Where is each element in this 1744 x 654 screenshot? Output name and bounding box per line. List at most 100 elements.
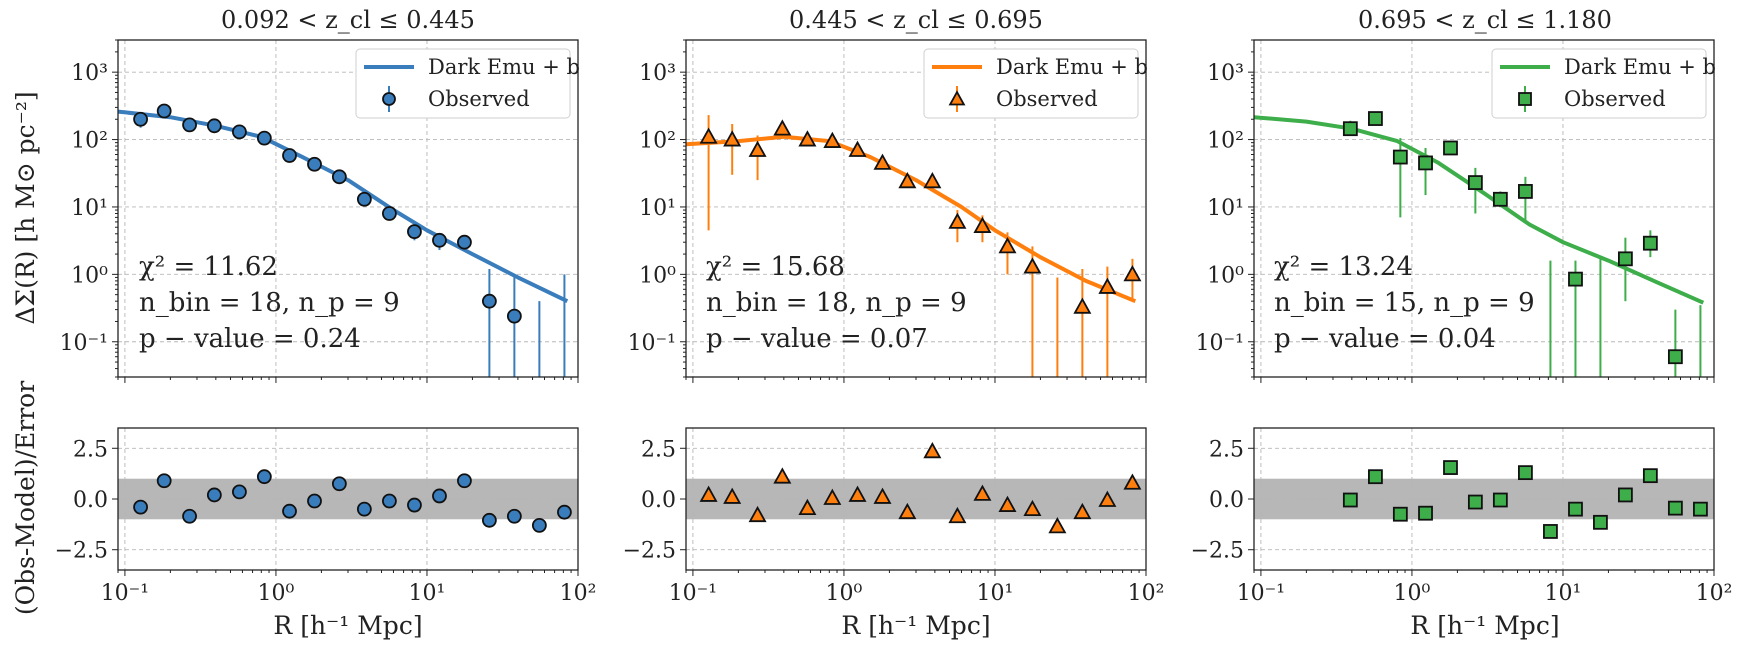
data-point [848, 140, 867, 157]
panel-1-pvalue: p − value = 0.24 [139, 324, 361, 354]
y-tick-label: 10² [1207, 129, 1244, 154]
data-point [823, 131, 842, 148]
y-tick-label: 10¹ [639, 196, 676, 221]
y-tick-label: −2.5 [55, 539, 108, 564]
data-point [798, 130, 817, 147]
y-tick-label: 10² [639, 129, 676, 154]
legend-marker [948, 90, 966, 106]
residual-point [382, 493, 397, 509]
panel-2: 0.445 < z_cl ≤ 0.695 10⁻¹ 10⁰ 10¹ 10² 10³ 10… [623, 6, 1165, 640]
data-point [356, 191, 372, 207]
residual-point [898, 502, 917, 520]
panel-1-xlabel: R [h⁻¹ Mpc] [273, 611, 422, 640]
data-point [1443, 140, 1458, 156]
data-point [1123, 265, 1142, 282]
x-tick-label: 10⁻¹ [1237, 581, 1285, 606]
residual-point [432, 488, 447, 504]
data-point [1098, 277, 1117, 294]
legend-model-label-3: Dark Emu + b [1564, 55, 1716, 79]
data-point [923, 172, 942, 189]
data-point [206, 118, 222, 134]
data-point [1667, 349, 1683, 365]
residual-point [557, 504, 572, 520]
data-point [948, 212, 967, 229]
residual-axes-frame [685, 427, 1147, 571]
y-tick-label: 2.5 [641, 437, 676, 462]
residual-point [407, 497, 422, 513]
residual-point [1073, 502, 1092, 520]
legend-model-label-2: Dark Emu + b [996, 55, 1148, 79]
panel-2-nbin: n_bin = 18, n_p = 9 [706, 288, 967, 318]
panel-2-chi2: χ² = 15.68 [706, 252, 845, 282]
y-tick-label: 10¹ [1207, 196, 1244, 221]
y-tick-label: 10⁰ [639, 263, 676, 288]
residual-point [531, 517, 547, 533]
y-tick-label: 0.0 [641, 488, 676, 513]
top-axes-frame [117, 39, 579, 378]
data-point [1342, 121, 1358, 137]
y-tick-label: 10³ [1207, 61, 1244, 86]
residual-point [232, 484, 247, 500]
residual-point [1667, 500, 1683, 516]
panel-3-chi2: χ² = 13.24 [1274, 252, 1413, 282]
legend-model-label-1: Dark Emu + b [428, 55, 580, 79]
x-tick-label: 10⁻¹ [669, 581, 717, 606]
y-tick-label: −2.5 [1191, 539, 1244, 564]
data-point [998, 237, 1017, 254]
y-tick-label: 10⁻¹ [1196, 331, 1244, 356]
residual-point [331, 476, 347, 492]
x-tick-label: 10⁰ [1394, 581, 1431, 606]
residual-point [1098, 490, 1117, 507]
x-tick-label: 10¹ [409, 581, 446, 606]
model-curve [685, 134, 1137, 304]
y-tick-label: −2.5 [623, 539, 676, 564]
panel-1-chi2: χ² = 11.62 [139, 252, 278, 282]
y-tick-label: 10⁰ [71, 263, 108, 288]
x-tick-label: 10⁻¹ [101, 581, 149, 606]
residual-point [133, 499, 148, 515]
panel-1-nbin: n_bin = 18, n_p = 9 [139, 288, 400, 318]
legend-observed-label-2: Observed [996, 87, 1098, 111]
x-tick-label: 10⁰ [826, 581, 863, 606]
data-point [1392, 149, 1408, 165]
residual-point [1492, 492, 1508, 508]
residual-point [873, 487, 892, 504]
data-point [873, 153, 892, 170]
residual-point [1418, 505, 1433, 521]
panel-1-top-plot: 10⁻¹ 10⁰ 10¹ 10² 10³ [60, 39, 579, 383]
data-point [282, 148, 297, 163]
top-axes-frame [685, 39, 1147, 378]
y-tick-label: 10⁰ [1207, 263, 1244, 288]
residual-point [1467, 494, 1483, 510]
y-tick-label: 10³ [639, 61, 676, 86]
residual-point [1568, 501, 1583, 517]
panel-2-top-plot: 10⁻¹ 10⁰ 10¹ 10² 10³ [628, 39, 1147, 383]
data-point [773, 119, 792, 136]
panel-2-pvalue: p − value = 0.07 [706, 324, 928, 354]
y-tick-label: 0.0 [73, 488, 108, 513]
data-point [1642, 235, 1658, 251]
panel-2-xlabel: R [h⁻¹ Mpc] [841, 611, 990, 640]
data-point [898, 172, 917, 189]
residual-point [1443, 460, 1458, 475]
residual-point [998, 495, 1017, 512]
data-point [1568, 271, 1583, 287]
residual-point [307, 493, 322, 509]
legend-observed-label-3: Observed [1564, 87, 1666, 111]
residual-point [1342, 492, 1358, 508]
y-tick-label: 10² [71, 129, 108, 154]
residual-point [156, 473, 172, 489]
data-point [748, 140, 767, 157]
panel-1-residual-plot: 10⁻¹ 10⁰ 10¹ 10² −2.5 0.0 2.5 [55, 427, 596, 606]
panel-1-title: 0.092 < z_cl ≤ 0.445 [221, 6, 475, 34]
residual-point [282, 503, 297, 519]
residual-point [823, 488, 842, 505]
data-point [256, 130, 272, 146]
data-point [182, 117, 197, 133]
residual-point [1543, 524, 1558, 539]
y-tick-label: 2.5 [73, 437, 108, 462]
y-tick-label: 10³ [71, 61, 108, 86]
residual-point [1123, 473, 1142, 490]
residual-point [1048, 517, 1067, 534]
residual-point [481, 512, 497, 528]
